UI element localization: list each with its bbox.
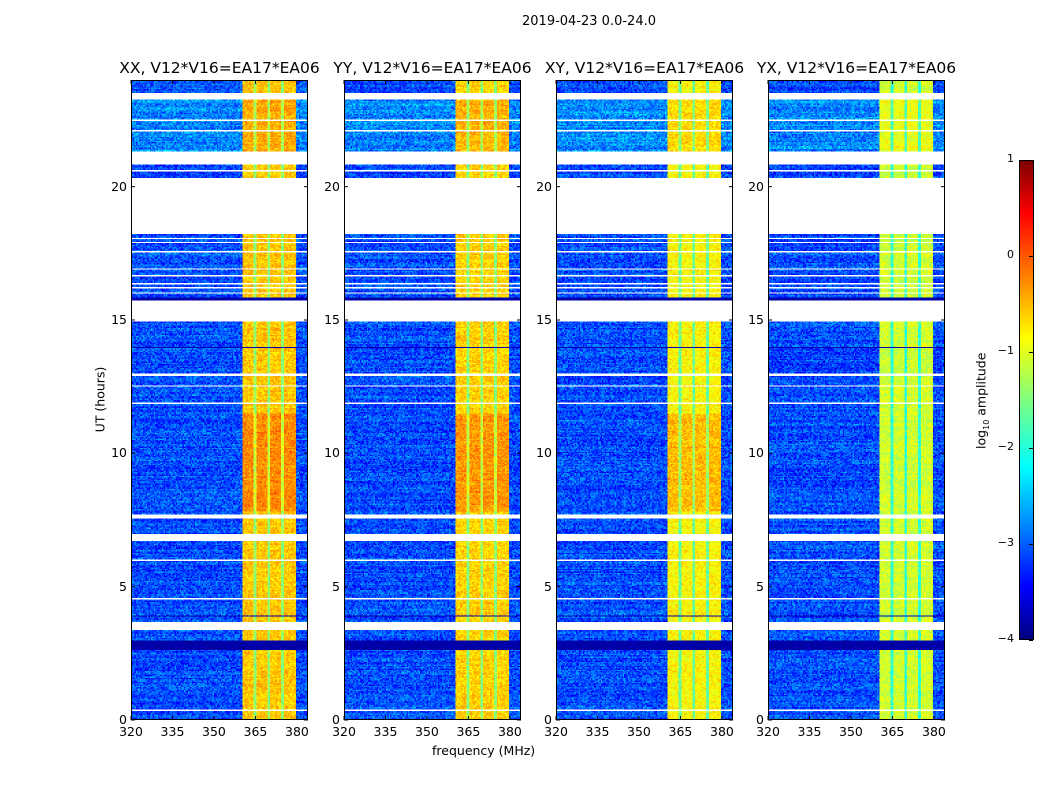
y-tick-label: 5 [544, 578, 552, 594]
waterfall-panel-2 [555, 80, 733, 721]
heatmap-image [345, 81, 520, 719]
x-tick-label: 365 [243, 724, 268, 739]
figure-title: 2019-04-23 0.0-24.0 [522, 14, 656, 29]
x-axis-label: frequency (MHz) [432, 743, 536, 758]
y-tick-label: 10 [748, 445, 764, 461]
panel-title: XX, V12*V16=EA17*EA06 [119, 59, 320, 77]
x-tick-label: 380 [498, 724, 522, 739]
y-tick-label: 10 [111, 445, 127, 461]
x-tick-label: 350 [202, 724, 226, 739]
colorbar-tick-mark [1029, 544, 1033, 545]
colorbar-label-sub: 10 [981, 419, 991, 430]
x-tick-label: 335 [585, 724, 610, 739]
y-tick-label: 15 [748, 312, 764, 327]
y-tick-label: 20 [324, 178, 340, 194]
colorbar-tick-mark [1029, 640, 1033, 641]
y-axis-label: UT (hours) [92, 366, 108, 433]
colorbar-tick-mark [1029, 160, 1033, 161]
colorbar-tick-mark [1029, 256, 1033, 257]
y-tick-label: 10 [324, 445, 340, 461]
y-tick-label: 10 [536, 445, 552, 461]
y-tick-label: 15 [324, 312, 340, 327]
y-tick-label: 0 [119, 712, 127, 727]
x-tick-label: 320 [119, 724, 143, 739]
colorbar-tick-label: 1 [1007, 152, 1014, 165]
axis-ticks [130, 80, 308, 721]
colorbar-label: log10 amplitude [973, 349, 991, 453]
x-tick-label: 335 [373, 724, 398, 739]
heatmap-image [557, 81, 732, 719]
colorbar [1019, 160, 1034, 640]
colorbar-tick-label: 0 [1007, 248, 1014, 261]
x-tick-label: 365 [668, 724, 693, 739]
axis-ticks [555, 80, 733, 721]
waterfall-panel-0 [130, 80, 308, 721]
x-tick-label: 365 [880, 724, 905, 739]
x-tick-label: 320 [544, 724, 568, 739]
y-tick-label: 0 [332, 712, 340, 727]
y-tick-label: 15 [111, 312, 127, 327]
heatmap-image [132, 81, 307, 719]
y-tick-label: 20 [536, 178, 552, 194]
axis-ticks [343, 80, 521, 721]
x-tick-label: 380 [922, 724, 946, 739]
panel-title: YY, V12*V16=EA17*EA06 [333, 59, 532, 77]
x-tick-label: 365 [456, 724, 481, 739]
heatmap-image [769, 81, 944, 719]
colorbar-tick-mark [1029, 448, 1033, 449]
colorbar-tick-label: −3 [997, 536, 1014, 549]
colorbar-tick-label: −1 [997, 344, 1014, 357]
panel-title: YX, V12*V16=EA17*EA06 [756, 59, 957, 77]
y-tick-label: 5 [756, 578, 764, 594]
panel-title: XY, V12*V16=EA17*EA06 [544, 59, 745, 77]
y-tick-label: 20 [111, 178, 127, 194]
y-tick-label: 5 [332, 578, 340, 594]
x-tick-label: 320 [756, 724, 780, 739]
y-tick-label: 15 [536, 312, 552, 327]
x-tick-label: 320 [332, 724, 356, 739]
colorbar-tick-label: −2 [997, 440, 1014, 453]
x-tick-label: 350 [627, 724, 651, 739]
y-tick-label: 0 [544, 712, 552, 727]
y-tick-label: 20 [748, 178, 764, 194]
x-tick-label: 335 [160, 724, 185, 739]
y-tick-label: 5 [119, 578, 127, 594]
x-tick-label: 350 [839, 724, 863, 739]
colorbar-tick-label: −4 [997, 632, 1014, 645]
x-tick-label: 335 [797, 724, 822, 739]
colorbar-label-suffix: amplitude [973, 352, 989, 420]
y-tick-label: 0 [756, 712, 764, 727]
x-tick-label: 350 [415, 724, 439, 739]
x-tick-label: 380 [285, 724, 309, 739]
axis-ticks [767, 80, 945, 721]
waterfall-panel-3 [767, 80, 945, 721]
colorbar-tick-mark [1029, 352, 1033, 353]
x-tick-label: 380 [710, 724, 734, 739]
waterfall-panel-1 [343, 80, 521, 721]
